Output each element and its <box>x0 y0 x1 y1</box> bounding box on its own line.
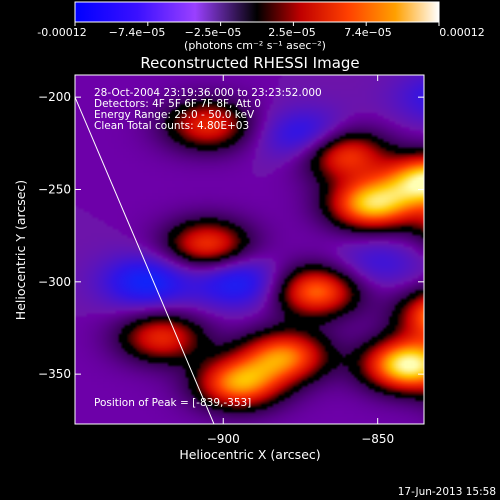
footer-date: 17-Jun-2013 15:58 <box>398 486 496 498</box>
y-tick-label: −200 <box>38 90 71 104</box>
plot-frame <box>74 74 425 425</box>
colorbar-tick-4: 7.4e−05 <box>344 26 391 39</box>
colorbar: -0.00012 −7.4e−05 −2.5e−05 2.5e−05 7.4e−… <box>37 1 485 52</box>
chart-title: Reconstructed RHESSI Image <box>140 54 359 72</box>
colorbar-unit-label: (photons cm⁻² s⁻¹ asec⁻²) <box>184 39 326 52</box>
colorbar-tick-1: −7.4e−05 <box>109 26 166 39</box>
y-tick-label: −250 <box>38 182 71 196</box>
solar-limb-line <box>75 96 215 424</box>
plot-area: 28-Oct-2004 23:19:36.000 to 23:23:52.000… <box>74 74 425 425</box>
x-tick-label: −850 <box>361 432 394 446</box>
colorbar-tick-2: −2.5e−05 <box>185 26 242 39</box>
annotation-detectors: Detectors: 4F 5F 6F 7F 8F, Att 0 <box>94 98 261 110</box>
y-axis: −200 −250 −300 −350 <box>38 90 424 381</box>
x-axis-label: Heliocentric X (arcsec) <box>179 447 320 462</box>
y-axis-label: Heliocentric Y (arcsec) <box>13 180 28 320</box>
annotation-time-range: 28-Oct-2004 23:19:36.000 to 23:23:52.000 <box>94 87 322 99</box>
heatmap-image <box>75 75 424 424</box>
annotation-energy-range: Energy Range: 25.0 - 50.0 keV <box>94 109 255 121</box>
y-tick-label: −300 <box>38 275 71 289</box>
colorbar-tick-3: 2.5e−05 <box>268 26 315 39</box>
x-tick-label: −900 <box>207 432 240 446</box>
colorbar-ticks <box>74 22 440 26</box>
colorbar-gradient <box>74 1 440 23</box>
annotation-clean-counts: Clean Total counts: 4.80E+03 <box>94 120 249 132</box>
y-tick-label: −350 <box>38 367 71 381</box>
colorbar-tick-5: 0.00012 <box>439 26 485 39</box>
x-axis: −900−850−800 <box>207 75 394 446</box>
colorbar-tick-0: -0.00012 <box>37 26 86 39</box>
annotation-peak-position: Position of Peak = [-839,-353] <box>94 397 251 409</box>
